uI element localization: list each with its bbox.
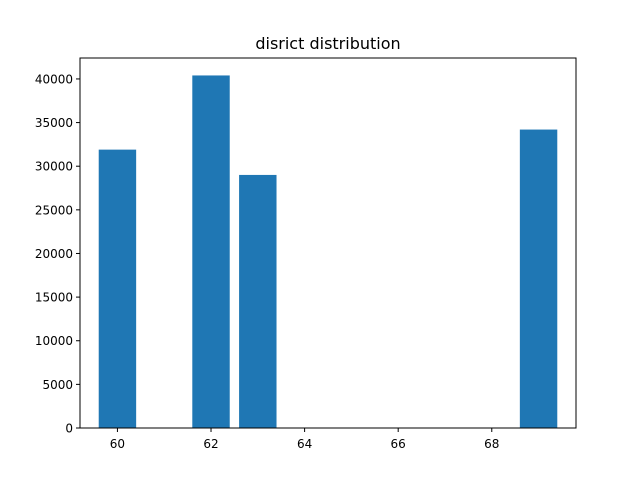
plot-frame (79, 57, 577, 429)
chart-title: disrict distribution (255, 34, 400, 53)
bar-62 (192, 75, 230, 428)
x-tick-label-66: 66 (391, 437, 406, 451)
y-tick-label-15000: 15000 (35, 291, 73, 305)
x-tick-label-60: 60 (110, 437, 125, 451)
y-axis: 0 5000 10000 15000 20000 25000 30000 35000 40000 (35, 72, 80, 436)
y-tick-label-0: 0 (65, 422, 73, 436)
y-tick-label-20000: 20000 (35, 247, 73, 261)
y-tick-label-40000: 40000 (35, 72, 73, 86)
y-tick-label-35000: 35000 (35, 116, 73, 130)
bar-63 (239, 174, 277, 428)
bar-60 (98, 149, 137, 428)
x-tick-label-64: 64 (297, 437, 312, 451)
y-tick-label-10000: 10000 (35, 334, 73, 348)
y-tick-label-25000: 25000 (35, 203, 73, 217)
y-tick-label-5000: 5000 (42, 378, 73, 392)
y-tick-label-30000: 30000 (35, 160, 73, 174)
x-tick-label-62: 62 (203, 437, 218, 451)
bar-69 (519, 129, 558, 428)
bars-group (98, 75, 558, 428)
x-tick-label-68: 68 (484, 437, 499, 451)
x-axis: 60 62 64 66 68 (110, 428, 499, 451)
